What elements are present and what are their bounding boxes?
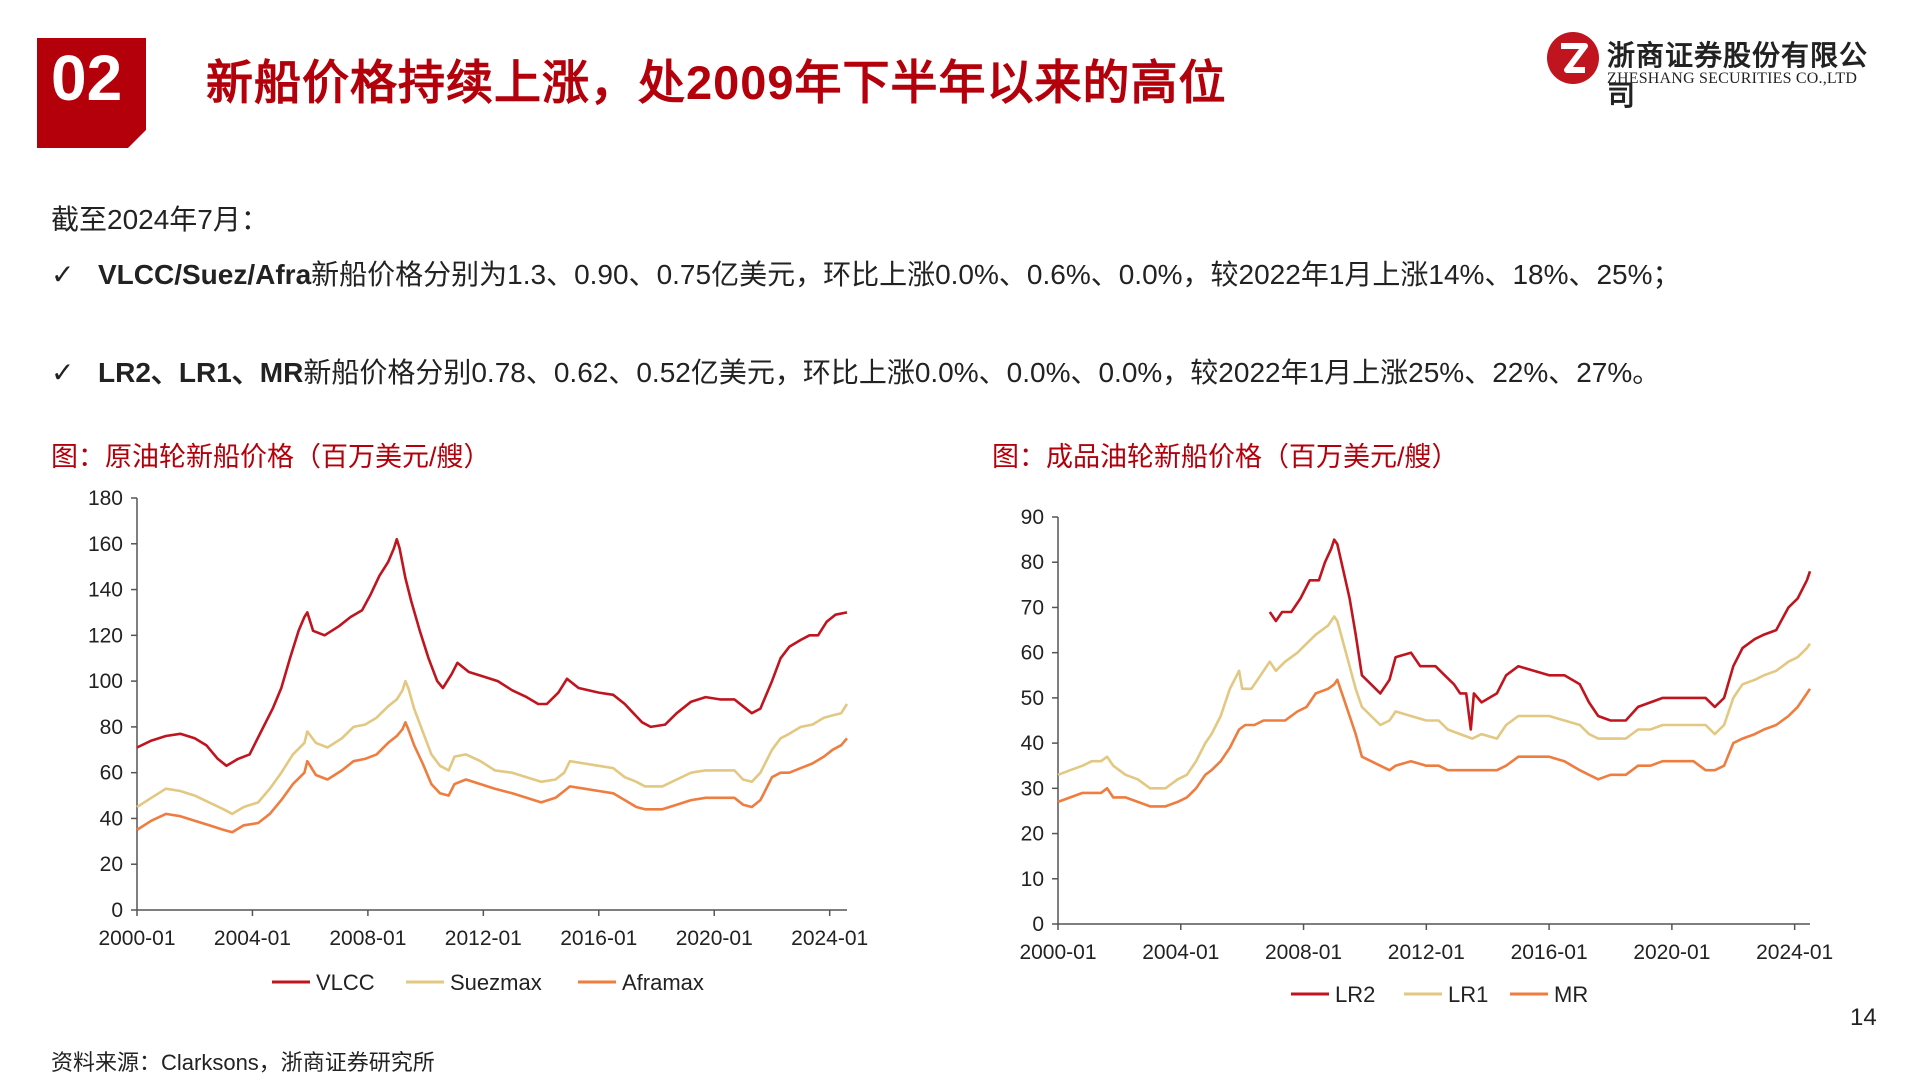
chart-title-product: 图：成品油轮新船价格（百万美元/艘） [992,442,1459,472]
x-tick-label: 2004-01 [214,927,291,950]
bullet-text: VLCC/Suez/Afra新船价格分别为1.3、0.90、0.75亿美元，环比… [98,255,1920,294]
y-tick-label: 120 [88,624,123,647]
x-tick-label: 2024-01 [791,927,868,950]
y-tick-label: 20 [100,853,123,876]
checkmark-icon: ✓ [51,259,75,290]
page-title: 新船价格持续上涨，处2009年下半年以来的高位 [206,56,1227,109]
x-tick-label: 2012-01 [445,927,522,950]
x-tick-label: 2016-01 [560,927,637,950]
page-number: 14 [1850,1004,1877,1031]
y-tick-label: 160 [88,533,123,556]
y-tick-label: 140 [88,579,123,602]
y-tick-label: 60 [100,762,123,785]
chart-title-crude: 图：原油轮新船价格（百万美元/艘） [51,442,491,472]
source-note: 资料来源：Clarksons，浙商证券研究所 [51,1050,435,1075]
bullet-bold: VLCC/Suez/Afra [98,259,312,290]
y-tick-label: 180 [88,487,123,510]
section-number-badge: 02 [37,38,146,148]
x-tick-label: 2000-01 [98,927,175,950]
bullet-text: LR2、LR1、MR新船价格分别0.78、0.62、0.52亿美元，环比上涨0.… [98,353,1920,392]
y-tick-label: 80 [100,716,123,739]
badge-notch-decoration [128,130,146,148]
legend-label-vlcc: VLCC [316,970,375,995]
series-line-suezmax [136,679,849,816]
company-logo: 浙商证券股份有限公司 ZHESHANG SECURITIES CO.,LTD [1545,30,1885,111]
bullet-body: 新船价格分别0.78、0.62、0.52亿美元，环比上涨0.0%、0.0%、0.… [303,357,1661,388]
company-name-en: ZHESHANG SECURITIES CO.,LTD [1607,70,1858,87]
legend-label-suezmax: Suezmax [450,970,542,995]
y-tick-label: 0 [111,899,123,922]
x-tick-label: 2020-01 [676,927,753,950]
company-name-cn: 浙商证券股份有限公司 [1607,40,1869,111]
checkmark-icon: ✓ [51,357,75,388]
series-line-vlcc [136,537,848,768]
section-number: 02 [51,42,123,114]
bullet-body: 新船价格分别为1.3、0.90、0.75亿美元，环比上涨0.0%、0.6%、0.… [311,259,1681,290]
x-tick-label: 2008-01 [329,927,406,950]
bullet-bold: LR2、LR1、MR [98,357,304,388]
series-line-aframax [136,721,848,834]
y-tick-label: 40 [100,807,123,830]
zheshang-logo-icon [1547,32,1599,84]
legend-label-aframax: Aframax [622,970,704,995]
summary-lead: 截至2024年7月： [51,204,269,235]
y-tick-label: 100 [88,670,123,693]
